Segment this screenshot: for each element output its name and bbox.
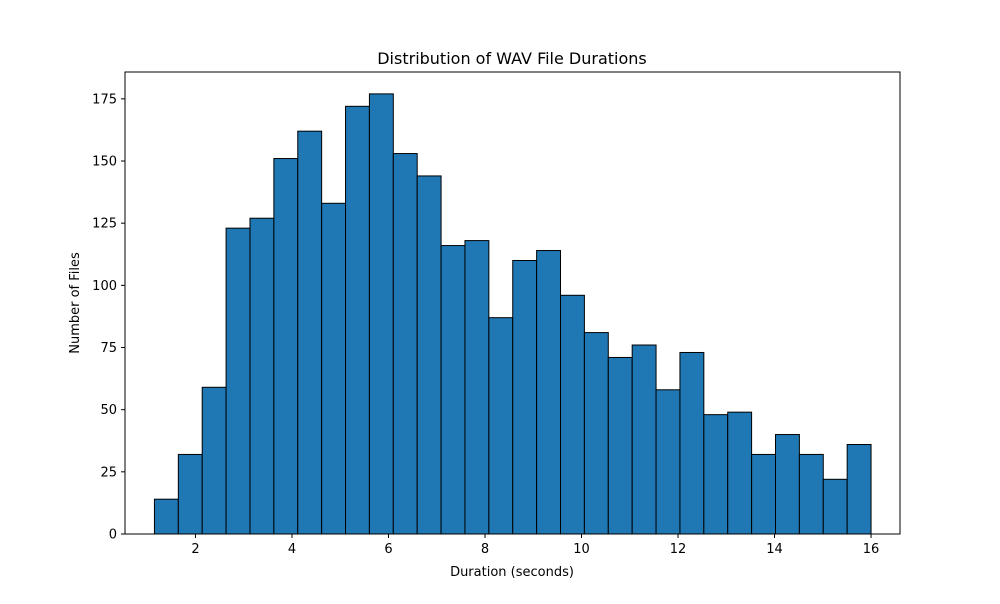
histogram-bar <box>631 344 657 535</box>
histogram-bar <box>798 453 824 535</box>
y-tick-label: 100 <box>92 279 117 294</box>
histogram-bar <box>822 478 848 535</box>
histogram-bar <box>751 453 776 535</box>
histogram-bar <box>846 443 872 535</box>
histogram-bar <box>368 93 394 535</box>
x-tick-label: 14 <box>766 542 783 557</box>
histogram-bar <box>464 240 490 535</box>
chart-title: Distribution of WAV File Durations <box>377 49 647 68</box>
y-tick-label: 0 <box>109 528 117 543</box>
histogram-bar <box>560 294 585 535</box>
histogram-bar <box>583 332 609 535</box>
x-tick-label: 4 <box>288 542 296 557</box>
y-tick-label: 25 <box>100 465 117 480</box>
plot-frame <box>124 71 901 535</box>
histogram-bar <box>177 453 203 535</box>
histogram-bar <box>345 105 370 535</box>
histogram-bar <box>440 245 466 535</box>
y-axis-ticks: 0 25 50 75 100 125 150 175 <box>92 92 125 543</box>
histogram-bar <box>297 130 323 535</box>
histogram-bar <box>512 259 538 535</box>
histogram-bar <box>273 158 299 535</box>
histogram-bar <box>607 356 633 535</box>
x-tick-label: 16 <box>863 542 880 557</box>
histogram-bar <box>536 250 562 535</box>
histogram-bar <box>249 217 275 535</box>
histogram-bar <box>201 386 227 535</box>
histogram-bar <box>392 153 418 535</box>
y-tick-label: 75 <box>100 341 117 356</box>
x-tick-label: 12 <box>670 542 687 557</box>
histogram-bar <box>703 414 729 535</box>
y-tick-label: 50 <box>100 403 117 418</box>
x-axis-label: Duration (seconds) <box>450 565 574 580</box>
y-axis-label: Number of Files <box>68 252 83 354</box>
histogram-bar <box>727 411 753 535</box>
x-tick-label: 6 <box>384 542 392 557</box>
y-tick-label: 175 <box>92 92 117 107</box>
y-tick-label: 125 <box>92 217 117 232</box>
x-axis-ticks: 2 4 6 8 10 12 14 16 <box>191 534 879 557</box>
histogram-bar <box>153 498 179 535</box>
histogram-bar <box>321 202 347 535</box>
histogram-bar <box>774 434 800 535</box>
x-tick-label: 10 <box>573 542 590 557</box>
y-tick-label: 150 <box>92 155 117 170</box>
histogram-bar <box>225 227 251 535</box>
histogram-bar <box>655 389 681 535</box>
histogram-bar <box>679 351 705 535</box>
histogram-bar <box>416 175 442 535</box>
bars-group <box>153 93 872 535</box>
histogram-bar <box>488 317 514 535</box>
x-tick-label: 8 <box>481 542 489 557</box>
x-tick-label: 2 <box>191 542 199 557</box>
